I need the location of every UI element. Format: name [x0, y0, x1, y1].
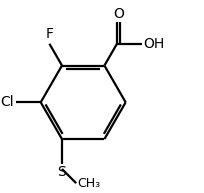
Text: Cl: Cl: [0, 95, 14, 109]
Text: S: S: [57, 165, 66, 179]
Text: OH: OH: [142, 37, 163, 51]
Text: F: F: [45, 27, 53, 41]
Text: O: O: [112, 7, 123, 21]
Text: CH₃: CH₃: [77, 177, 100, 190]
